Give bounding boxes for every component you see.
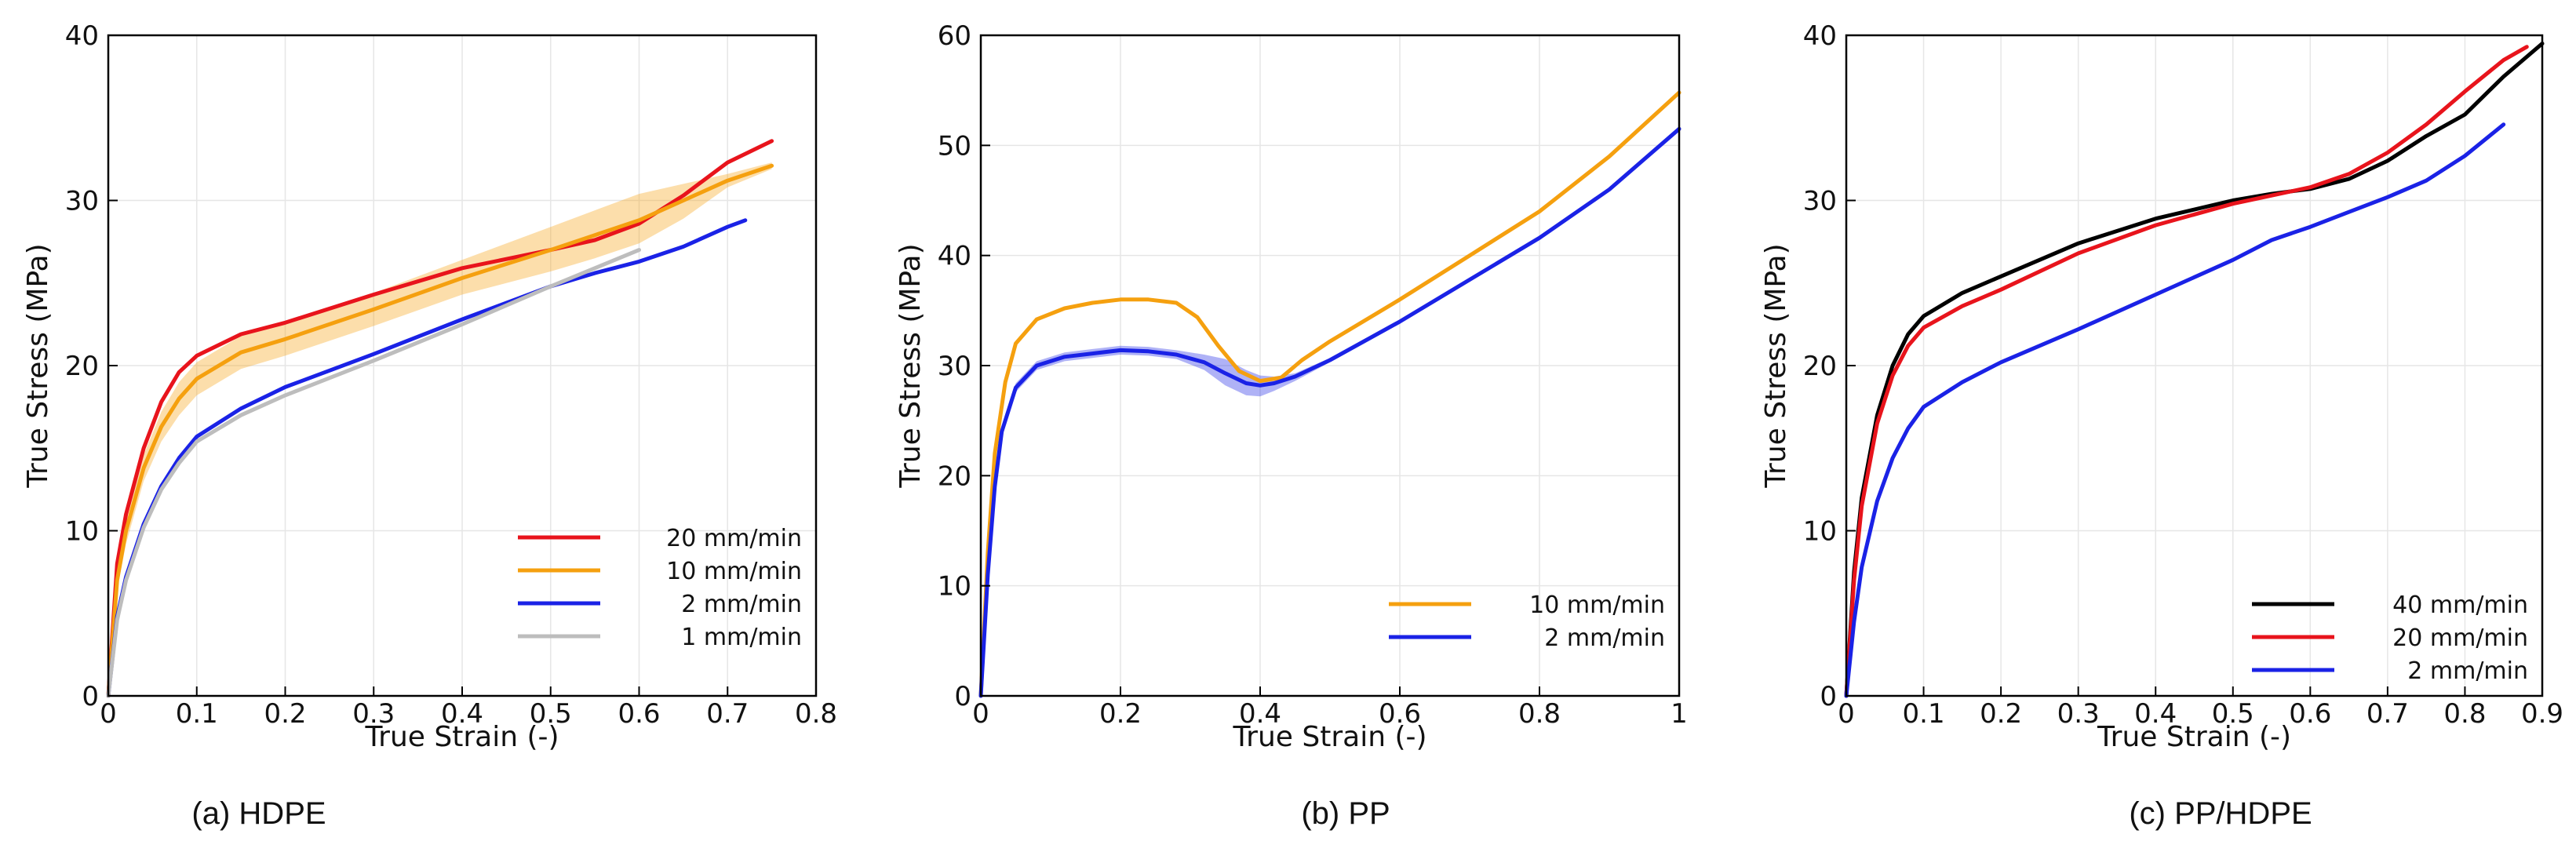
y-axis-label: True Stress (MPa) xyxy=(1760,243,1792,488)
legend-label-20-mm-min: 20 mm/min xyxy=(2392,624,2528,652)
y-tick-label: 30 xyxy=(65,186,99,217)
x-tick-label: 0.4 xyxy=(441,698,483,730)
y-tick-label: 20 xyxy=(65,351,99,382)
y-tick-label: 0 xyxy=(82,681,99,712)
legend: 20 mm/min 10 mm/min 2 mm/min 1 mm/min xyxy=(518,525,802,651)
x-tick-label: 0.6 xyxy=(2289,698,2331,730)
x-tick-label: 0.6 xyxy=(618,698,660,730)
x-tick-label: 0.2 xyxy=(1980,698,2022,730)
y-tick-label: 20 xyxy=(1803,351,1837,382)
series-line-40-mm-min xyxy=(1844,42,2545,698)
x-tick-label: 0.1 xyxy=(1903,698,1945,730)
x-tick-label: 0.4 xyxy=(2134,698,2177,730)
chart-panel-hdpe: 0 0.1 0.2 0.3 0.4 0.5 0.6 0.7 0.8 0 10 20 30 40 True S… xyxy=(22,20,837,831)
x-tick-label: 0.8 xyxy=(2443,698,2486,730)
series-line-10-mm-min xyxy=(106,163,774,698)
x-tick-label: 0.8 xyxy=(795,698,837,730)
y-tick-label: 50 xyxy=(938,130,971,162)
y-axis-label: True Stress (MPa) xyxy=(894,243,927,488)
x-axis-label: True Strain (-) xyxy=(364,721,559,753)
x-axis-label: True Strain (-) xyxy=(1232,721,1426,753)
legend-label-2-mm-min: 2 mm/min xyxy=(681,591,802,618)
series-line-1-mm-min xyxy=(106,248,641,698)
y-tick-label: 10 xyxy=(1803,516,1837,548)
x-tick-label: 0 xyxy=(100,698,117,730)
y-tick-label: 20 xyxy=(938,461,971,492)
series-line-2-mm-min xyxy=(978,126,1682,698)
x-tick-label: 0.3 xyxy=(352,698,395,730)
x-tick-label: 0.6 xyxy=(1379,698,1421,730)
x-tick-label: 0.7 xyxy=(2366,698,2409,730)
series-line-20-mm-min xyxy=(1844,45,2529,698)
legend-label-10-mm-min: 10 mm/min xyxy=(666,558,802,585)
legend-label-2-mm-min: 2 mm/min xyxy=(1544,624,1665,652)
panel-caption: (c) PP/HDPE xyxy=(2129,796,2312,831)
legend: 40 mm/min 20 mm/min 2 mm/min xyxy=(2252,592,2528,685)
series-line-2-mm-min xyxy=(1844,122,2506,698)
series-line-10-mm-min xyxy=(978,90,1682,698)
x-tick-label: 0.9 xyxy=(2521,698,2563,730)
legend-label-1-mm-min: 1 mm/min xyxy=(681,624,802,651)
y-tick-label: 30 xyxy=(1803,186,1837,217)
x-tick-label: 0 xyxy=(1838,698,1855,730)
legend: 10 mm/min 2 mm/min xyxy=(1389,592,1665,652)
y-tick-label: 0 xyxy=(954,681,971,712)
chart-panel-pp-hdpe: 0 0.1 0.2 0.3 0.4 0.5 0.6 0.7 0.8 0.9 0 10 20 30 40 Tru… xyxy=(1760,20,2563,831)
x-tick-label: 0.3 xyxy=(2057,698,2100,730)
y-tick-label: 60 xyxy=(938,20,971,52)
legend-label-40-mm-min: 40 mm/min xyxy=(2392,592,2528,619)
panel-caption: (a) HDPE xyxy=(191,796,326,831)
x-tick-label: 0.5 xyxy=(2212,698,2254,730)
band-10-mm-min xyxy=(108,162,772,697)
y-tick-label: 10 xyxy=(938,571,971,603)
y-tick-label: 30 xyxy=(938,351,971,382)
x-tick-label: 0.7 xyxy=(706,698,749,730)
x-tick-label: 0.2 xyxy=(264,698,306,730)
legend-label-10-mm-min: 10 mm/min xyxy=(1529,592,1665,619)
x-tick-label: 0.4 xyxy=(1239,698,1281,730)
panel-caption: (b) PP xyxy=(1301,796,1390,831)
legend-label-2-mm-min: 2 mm/min xyxy=(2407,657,2528,685)
y-tick-label: 40 xyxy=(1803,20,1837,52)
x-tick-label: 0.1 xyxy=(176,698,218,730)
y-tick-label: 0 xyxy=(1820,681,1837,712)
x-tick-label: 0.2 xyxy=(1099,698,1142,730)
x-tick-label: 1 xyxy=(1671,698,1688,730)
x-tick-label: 0 xyxy=(972,698,989,730)
y-tick-label: 10 xyxy=(65,516,99,548)
x-axis-label: True Strain (-) xyxy=(2097,721,2291,753)
y-tick-label: 40 xyxy=(65,20,99,52)
legend-label-20-mm-min: 20 mm/min xyxy=(666,525,802,552)
y-axis-label: True Stress (MPa) xyxy=(22,243,54,488)
y-tick-label: 40 xyxy=(938,241,971,272)
x-tick-label: 0.8 xyxy=(1518,698,1561,730)
x-tick-label: 0.5 xyxy=(530,698,572,730)
